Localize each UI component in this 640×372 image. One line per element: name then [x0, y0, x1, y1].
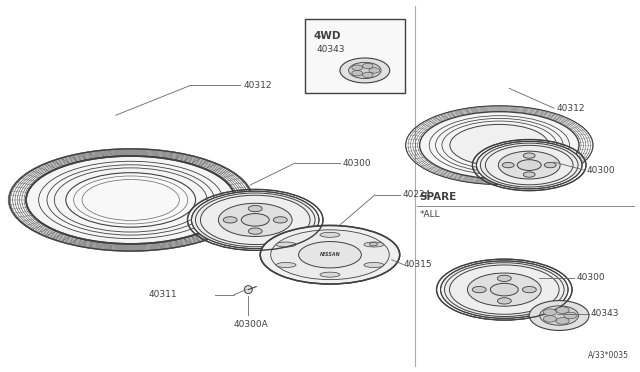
Ellipse shape [248, 205, 262, 212]
Ellipse shape [420, 112, 579, 179]
Ellipse shape [472, 286, 486, 293]
Ellipse shape [364, 263, 384, 267]
Ellipse shape [490, 283, 518, 296]
Text: 40300: 40300 [343, 158, 372, 167]
Ellipse shape [66, 173, 196, 227]
Ellipse shape [524, 153, 535, 158]
Text: 40315: 40315 [404, 260, 432, 269]
Text: 40224: 40224 [403, 190, 431, 199]
Ellipse shape [241, 214, 269, 226]
Ellipse shape [349, 62, 381, 78]
Ellipse shape [517, 160, 541, 170]
Ellipse shape [191, 191, 319, 248]
Text: 40300: 40300 [577, 273, 605, 282]
Text: 40343: 40343 [317, 45, 346, 54]
Ellipse shape [543, 309, 557, 315]
Text: 40312: 40312 [556, 104, 584, 113]
Ellipse shape [540, 306, 579, 325]
Ellipse shape [260, 225, 400, 284]
Text: 40343: 40343 [591, 309, 620, 318]
Ellipse shape [364, 242, 384, 247]
Ellipse shape [440, 261, 568, 318]
Ellipse shape [450, 124, 548, 166]
Circle shape [244, 286, 252, 294]
Ellipse shape [362, 63, 373, 68]
Text: 4WD: 4WD [313, 31, 340, 41]
Ellipse shape [544, 163, 556, 168]
Ellipse shape [524, 172, 535, 177]
Text: 40311: 40311 [148, 290, 177, 299]
Ellipse shape [26, 156, 236, 244]
Ellipse shape [276, 263, 296, 267]
Ellipse shape [502, 163, 514, 168]
Ellipse shape [499, 151, 560, 179]
Ellipse shape [352, 65, 362, 70]
Ellipse shape [529, 301, 589, 330]
Ellipse shape [556, 307, 569, 313]
Ellipse shape [271, 230, 389, 280]
Ellipse shape [340, 58, 390, 83]
Text: SPARE: SPARE [420, 192, 457, 202]
Ellipse shape [543, 315, 557, 322]
Text: 40312: 40312 [243, 81, 272, 90]
Ellipse shape [223, 217, 237, 223]
Ellipse shape [369, 68, 380, 73]
Text: *ALL: *ALL [420, 210, 440, 219]
Ellipse shape [497, 275, 511, 282]
Bar [305, 19, 404, 93]
Ellipse shape [320, 272, 340, 277]
Ellipse shape [497, 298, 511, 304]
Ellipse shape [299, 241, 362, 268]
Ellipse shape [218, 203, 292, 237]
Ellipse shape [362, 72, 373, 78]
Ellipse shape [352, 71, 362, 76]
Text: A/33*0035: A/33*0035 [588, 350, 629, 359]
Ellipse shape [248, 228, 262, 234]
Text: 40300: 40300 [587, 166, 616, 174]
Ellipse shape [467, 273, 541, 306]
Ellipse shape [476, 141, 582, 189]
Text: 40300A: 40300A [234, 320, 268, 329]
Ellipse shape [276, 242, 296, 247]
Ellipse shape [522, 286, 536, 293]
Text: NISSAN: NISSAN [319, 252, 340, 257]
Ellipse shape [556, 318, 569, 324]
Ellipse shape [320, 232, 340, 237]
Ellipse shape [273, 217, 287, 223]
Ellipse shape [369, 243, 378, 246]
Ellipse shape [564, 312, 577, 319]
